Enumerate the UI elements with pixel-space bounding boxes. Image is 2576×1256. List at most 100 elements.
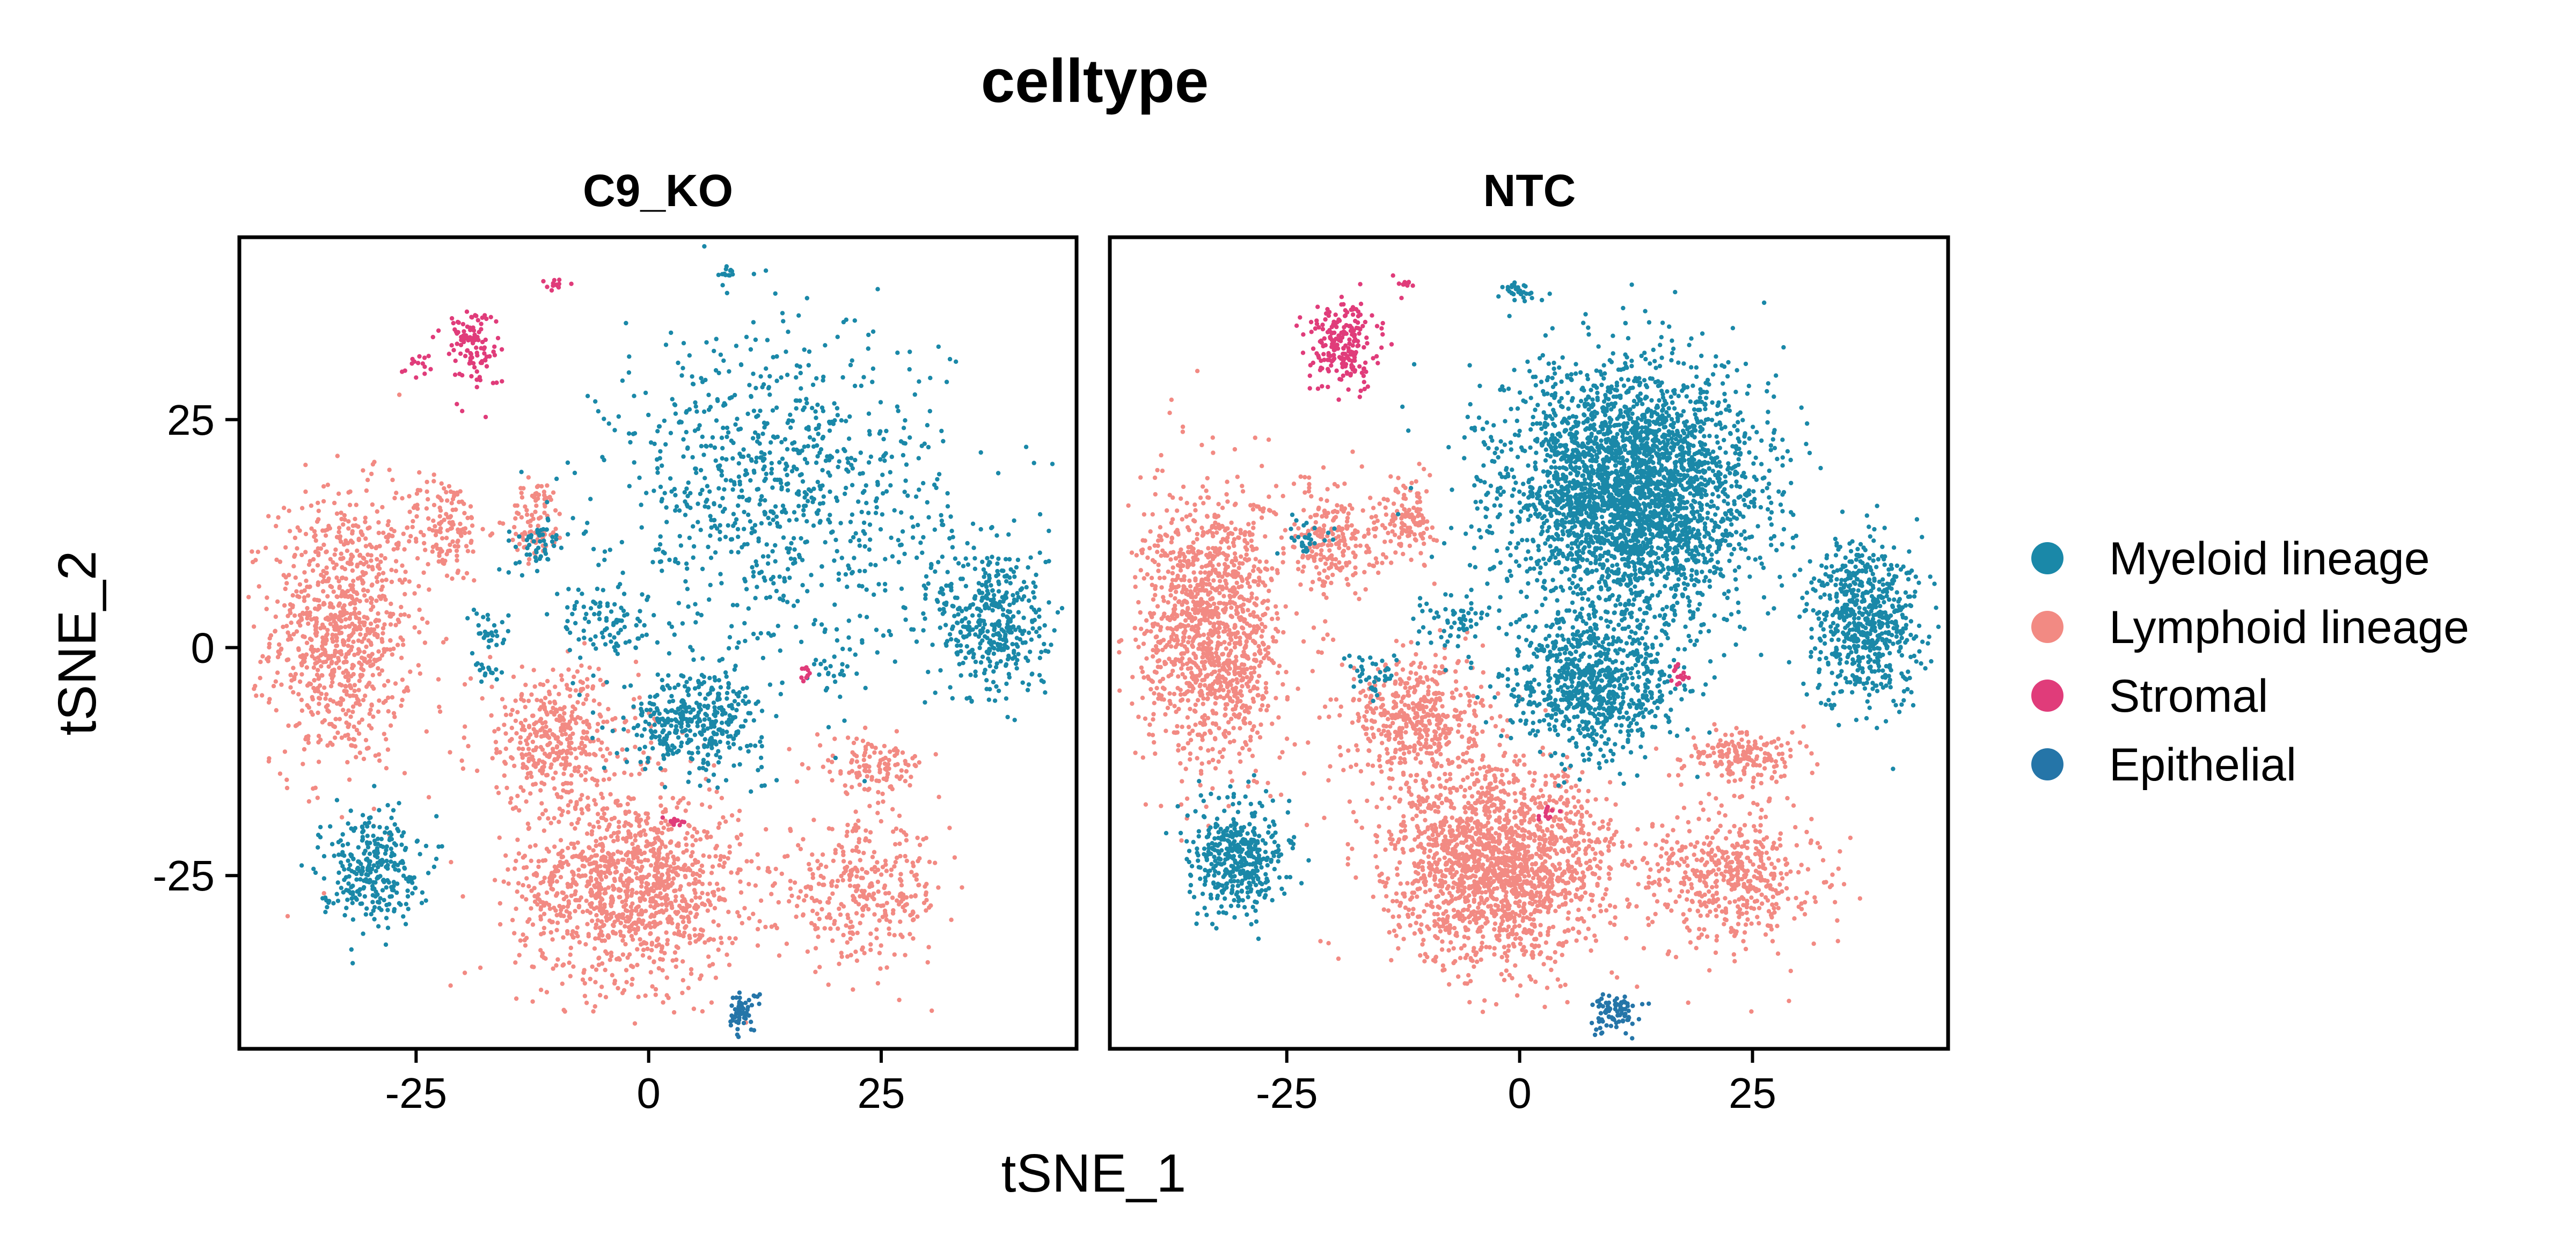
point-myeloid-lineage [862,568,867,574]
point-lymphoid-lineage [647,955,652,960]
point-lymphoid-lineage [533,720,539,725]
point-myeloid-lineage [990,608,995,613]
point-myeloid-lineage [741,454,746,459]
point-lymphoid-lineage [380,631,385,636]
point-lymphoid-lineage [567,960,572,965]
point-lymphoid-lineage [847,930,853,935]
point-lymphoid-lineage [630,890,635,896]
point-lymphoid-lineage [316,696,321,700]
point-myeloid-lineage [847,414,852,419]
point-myeloid-lineage [838,695,843,699]
point-myeloid-lineage [676,735,681,740]
point-lymphoid-lineage [692,927,697,932]
point-lymphoid-lineage [642,897,647,902]
point-myeloid-lineage [859,383,864,388]
point-lymphoid-lineage [719,795,724,801]
point-lymphoid-lineage [339,575,345,581]
point-lymphoid-lineage [582,744,587,749]
point-lymphoid-lineage [504,785,509,791]
point-myeloid-lineage [644,491,649,495]
point-lymphoid-lineage [583,770,588,775]
point-myeloid-lineage [582,616,588,621]
point-lymphoid-lineage [606,885,611,890]
point-lymphoid-lineage [863,744,868,749]
point-myeloid-lineage [726,740,730,746]
point-myeloid-lineage [811,437,816,442]
point-myeloid-lineage [744,587,749,592]
point-lymphoid-lineage [687,823,692,829]
point-lymphoid-lineage [576,817,581,822]
point-lymphoid-lineage [666,873,671,878]
point-myeloid-lineage [846,436,852,441]
point-lymphoid-lineage [447,520,452,525]
point-myeloid-lineage [718,572,723,576]
point-lymphoid-lineage [462,970,467,975]
point-lymphoid-lineage [349,552,354,557]
point-lymphoid-lineage [826,982,831,987]
point-lymphoid-lineage [509,736,514,742]
point-lymphoid-lineage [448,489,453,494]
point-lymphoid-lineage [553,707,559,712]
point-lymphoid-lineage [312,678,317,683]
point-lymphoid-lineage [333,649,338,655]
point-lymphoid-lineage [717,895,722,900]
point-myeloid-lineage [640,633,645,638]
point-lymphoid-lineage [878,966,883,971]
point-lymphoid-lineage [678,932,683,938]
point-lymphoid-lineage [583,697,589,702]
point-myeloid-lineage [672,685,677,690]
point-lymphoid-lineage [747,882,751,887]
point-lymphoid-lineage [294,629,299,634]
point-lymphoid-lineage [295,722,299,728]
point-lymphoid-lineage [655,938,660,943]
point-myeloid-lineage [698,468,704,473]
point-lymphoid-lineage [841,859,846,864]
point-myeloid-lineage [878,429,883,434]
point-myeloid-lineage [727,369,731,374]
point-lymphoid-lineage [810,875,816,880]
point-myeloid-lineage [878,527,883,532]
point-lymphoid-lineage [589,861,594,866]
point-lymphoid-lineage [561,1007,566,1012]
point-myeloid-lineage [639,712,644,717]
point-lymphoid-lineage [577,897,582,903]
point-lymphoid-lineage [427,587,431,592]
point-myeloid-lineage [920,550,925,556]
point-myeloid-lineage [982,574,986,579]
point-lymphoid-lineage [354,502,358,507]
point-myeloid-lineage [652,702,656,707]
point-lymphoid-lineage [557,692,561,697]
point-lymphoid-lineage [529,513,535,517]
point-lymphoid-lineage [369,553,374,558]
point-myeloid-lineage [538,554,543,559]
point-lymphoid-lineage [521,698,526,703]
point-lymphoid-lineage [456,544,460,549]
point-lymphoid-lineage [351,639,356,645]
point-myeloid-lineage [815,479,821,485]
point-myeloid-lineage [612,602,617,607]
point-lymphoid-lineage [693,903,698,908]
point-myeloid-lineage [963,655,968,660]
point-lymphoid-lineage [609,953,614,959]
point-myeloid-lineage [903,617,908,622]
point-myeloid-lineage [693,620,698,625]
point-lymphoid-lineage [313,624,318,629]
point-lymphoid-lineage [303,489,308,494]
point-lymphoid-lineage [575,700,580,705]
point-lymphoid-lineage [254,693,259,698]
point-myeloid-lineage [693,400,698,405]
point-lymphoid-lineage [618,921,624,925]
point-lymphoid-lineage [788,879,793,883]
point-myeloid-lineage [625,747,630,752]
point-lymphoid-lineage [291,690,296,695]
point-lymphoid-lineage [354,755,358,760]
point-myeloid-lineage [792,557,797,562]
point-myeloid-lineage [723,267,729,272]
point-lymphoid-lineage [348,714,353,719]
point-lymphoid-lineage [334,643,340,648]
point-myeloid-lineage [667,621,672,626]
point-myeloid-lineage [584,611,589,617]
point-lymphoid-lineage [311,557,316,562]
point-lymphoid-lineage [510,756,515,761]
point-myeloid-lineage [754,414,759,419]
